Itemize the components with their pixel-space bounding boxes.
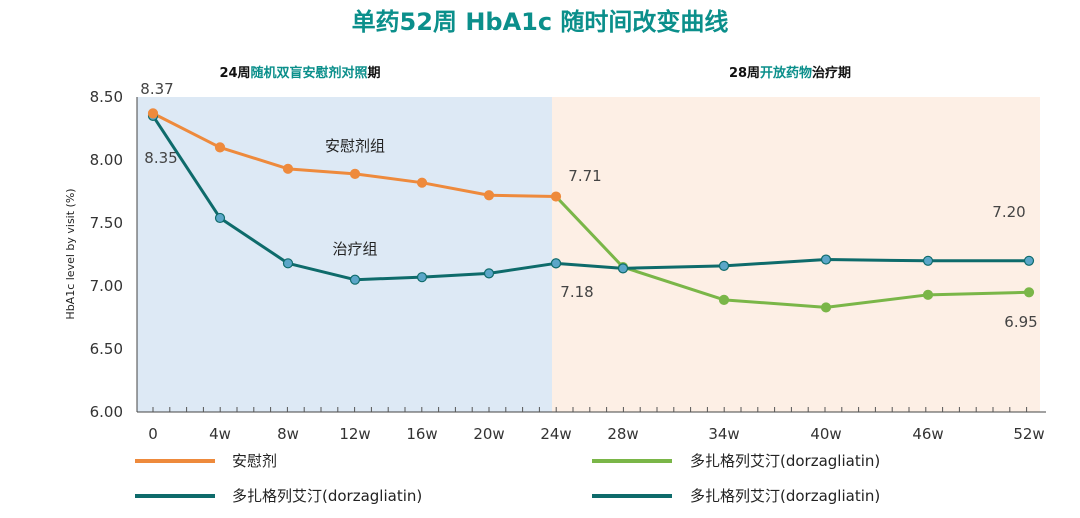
data-point-0-2: [282, 163, 294, 174]
data-label-placebo-start: 8.37: [140, 80, 173, 98]
x-tick-label: 12w: [339, 425, 370, 443]
y-tick-label: 6.00: [90, 403, 123, 421]
x-tick-label: 4w: [209, 425, 231, 443]
chart-title: 单药52周 HbA1c 随时间改变曲线: [352, 8, 729, 36]
x-tick-label: 24w: [540, 425, 571, 443]
data-point-3-0: [550, 258, 562, 269]
x-tick-label: 16w: [406, 425, 437, 443]
data-point-2-3: [349, 274, 361, 285]
legend-label-treatment: 多扎格列艾汀(dorzagliatin): [232, 487, 422, 505]
data-point-1-3: [820, 302, 832, 313]
legend-label-treatment-extension: 多扎格列艾汀(dorzagliatin): [690, 487, 880, 505]
data-point-3-5: [1023, 255, 1035, 266]
data-point-2-2: [282, 258, 294, 269]
y-tick-label: 7.00: [90, 277, 123, 295]
data-label-placebo-24w: 7.71: [568, 167, 601, 185]
data-label-switch-52w: 6.95: [1004, 313, 1037, 331]
data-point-2-1: [214, 212, 226, 224]
data-point-3-3: [820, 254, 832, 265]
legend-label-switch: 多扎格列艾汀(dorzagliatin): [690, 452, 880, 470]
legend-label-placebo: 安慰剂: [232, 452, 277, 470]
data-point-0-3: [349, 168, 361, 179]
y-axis-label: HbA1c level by visit (%): [64, 188, 77, 319]
series-line-3: [555, 258, 1029, 270]
phase-background-blind: [137, 97, 552, 412]
x-tick-label: 28w: [607, 425, 638, 443]
x-tick-label: 40w: [810, 425, 841, 443]
x-tick-label: 46w: [912, 425, 943, 443]
x-minor-ticks: [152, 407, 1028, 412]
data-label-treatment-24w: 7.18: [560, 283, 593, 301]
y-tick-label: 8.50: [90, 88, 123, 106]
data-point-2-5: [483, 268, 495, 279]
x-tick-labels: 0 4w 8w 12w 16w 20w 24w 28w 34w 40w 46w …: [148, 425, 1044, 443]
data-point-3-4: [922, 255, 934, 266]
y-tick-labels: 8.50 8.00 7.50 7.00 6.50 6.00: [90, 88, 123, 421]
series-line-1: [554, 195, 1030, 309]
x-tick-label: 20w: [473, 425, 504, 443]
x-tick-label: 52w: [1013, 425, 1044, 443]
data-point-2-4: [416, 272, 428, 283]
data-point-0-6: [550, 191, 562, 202]
phase-label-blind: 24周随机双盲安慰剂对照期: [219, 65, 380, 81]
data-label-treatment-52w: 7.20: [992, 203, 1025, 221]
data-point-1-5: [1023, 287, 1035, 298]
data-label-treatment-start: 8.35: [144, 149, 177, 167]
data-point-1-4: [922, 289, 934, 300]
data-point-0-5: [483, 190, 495, 201]
phase-background-open: [552, 97, 1040, 412]
y-tick-label: 6.50: [90, 340, 123, 358]
phase-label-open: 28周开放药物治疗期: [729, 65, 851, 81]
series-layer: [147, 108, 1035, 313]
x-tick-label: 8w: [277, 425, 299, 443]
data-point-0-0: [147, 108, 159, 119]
y-tick-label: 7.50: [90, 214, 123, 232]
x-tick-label: 34w: [708, 425, 739, 443]
x-tick-label: 0: [148, 425, 158, 443]
data-point-0-1: [214, 142, 226, 153]
data-point-1-2: [718, 294, 730, 305]
data-point-0-4: [416, 177, 428, 188]
group-label-placebo: 安慰剂组: [325, 137, 385, 155]
data-point-3-1: [617, 263, 629, 274]
data-point-3-2: [718, 260, 730, 271]
group-label-treatment: 治疗组: [332, 240, 377, 258]
y-tick-label: 8.00: [90, 151, 123, 169]
legend: 安慰剂 多扎格列艾汀(dorzagliatin) 多扎格列艾汀(dorzagli…: [135, 452, 880, 505]
